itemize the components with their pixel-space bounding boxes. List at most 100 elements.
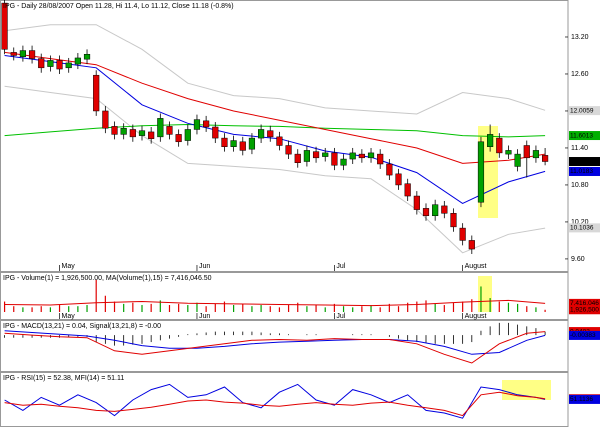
candle-body: [441, 205, 448, 214]
candle-body: [19, 50, 26, 57]
candle-body: [193, 119, 201, 130]
value-box-label: 10.1036: [570, 225, 594, 232]
candle-body: [111, 126, 118, 135]
panel-title: IPG - MACD(13,21) = 0.04, Signal(13,21,8…: [3, 323, 161, 330]
candle-body: [432, 204, 439, 217]
candle-body: [212, 126, 219, 139]
indicator-line: [4, 330, 546, 355]
x-tick-label: August: [465, 263, 487, 270]
candle-body: [542, 155, 549, 162]
candle-body: [422, 208, 430, 217]
candle-body: [331, 152, 338, 166]
y-tick-label: 10.20: [571, 219, 589, 226]
y-tick-label: 13.20: [571, 34, 589, 41]
y-tick-label: 11.40: [571, 145, 588, 152]
value-box-label: 12.0059: [570, 107, 594, 114]
value-box-label: 7,416,046: [570, 300, 599, 307]
panel-title: IPG - Daily 28/08/2007 Open 11.28, Hi 11…: [3, 3, 234, 10]
value-box-label: 1,926,500: [570, 306, 599, 313]
value-box-label: 11.18: [570, 158, 586, 165]
candle-body: [65, 62, 72, 69]
x-tick-label: Jul: [336, 313, 345, 320]
value-box: [569, 330, 600, 340]
candle-body: [138, 130, 146, 136]
y-tick-label: 12.60: [571, 71, 589, 78]
candle-body: [386, 163, 393, 176]
value-box: [569, 223, 600, 233]
value-box: [569, 166, 600, 176]
value-box: [569, 394, 600, 404]
value-box: [569, 298, 600, 308]
candle-body: [267, 130, 274, 138]
candle-body: [276, 136, 283, 146]
candle-body: [239, 141, 246, 151]
indicator-line: [4, 51, 546, 164]
candle-body: [166, 126, 173, 135]
candle-body: [47, 60, 54, 67]
candle-body: [248, 137, 256, 150]
y-tick-label: 10.80: [571, 182, 589, 189]
value-box: [569, 305, 600, 315]
value-box: [569, 131, 600, 141]
candle-body: [523, 145, 530, 159]
value-box-label: 11.0183: [570, 168, 593, 175]
candle-body: [413, 195, 420, 210]
candle-body: [477, 141, 485, 203]
candle-body: [221, 137, 228, 147]
panel-title: IPG - Volume(1) = 1,926,500.00, MA(Volum…: [3, 275, 212, 282]
candle-body: [157, 118, 164, 138]
value-box-label: 11.6013: [570, 132, 593, 139]
candle-body: [102, 110, 109, 129]
panel-frame: [0, 272, 569, 320]
x-tick-label: Jun: [199, 263, 210, 270]
panel-title: IPG - RSI(15) = 52.38, MFI(14) = 51.11: [3, 375, 124, 382]
candle-body: [496, 137, 503, 154]
candle-body: [487, 134, 494, 147]
x-tick-label: May: [62, 313, 76, 320]
candle-body: [322, 152, 329, 157]
candle-body: [56, 60, 63, 70]
candle-body: [468, 240, 475, 250]
indicator-line: [4, 299, 546, 307]
y-tick-label: 9.60: [571, 256, 585, 263]
candle-body: [450, 213, 457, 228]
indicator-line: [4, 123, 546, 138]
candle-body: [532, 150, 540, 159]
panel-frame: [0, 0, 569, 272]
candle-body: [10, 52, 17, 56]
candle-body: [303, 150, 310, 162]
value-box-label: -0.00383: [570, 332, 596, 339]
candle-body: [38, 58, 45, 69]
candle-body: [404, 183, 411, 197]
candle-body: [514, 153, 521, 167]
candle-body: [28, 50, 36, 59]
value-box: [569, 106, 600, 116]
candle-body: [285, 145, 292, 155]
candle-body: [340, 158, 347, 166]
candle-body: [459, 227, 466, 241]
panel-frame: [0, 320, 569, 372]
indicator-line: [4, 391, 546, 417]
candle-body: [83, 53, 91, 60]
candle-body: [175, 134, 182, 143]
indicator-line: [4, 24, 546, 115]
candle-body: [358, 153, 365, 159]
candle-body: [230, 140, 237, 147]
candle-body: [1, 2, 8, 50]
candle-body: [505, 150, 512, 155]
candle-body: [349, 152, 356, 160]
indicator-line: [4, 383, 546, 419]
candle-body: [294, 153, 301, 163]
x-tick-label: August: [465, 313, 487, 320]
candle-body: [203, 120, 210, 128]
x-tick-label: Jun: [199, 313, 210, 320]
candle-body: [184, 129, 191, 141]
candle-body: [395, 173, 402, 186]
panel-frame: [0, 372, 569, 427]
value-box: [569, 157, 600, 167]
x-tick-label: May: [62, 263, 76, 270]
candle-body: [74, 57, 81, 65]
candle-body: [367, 152, 375, 159]
